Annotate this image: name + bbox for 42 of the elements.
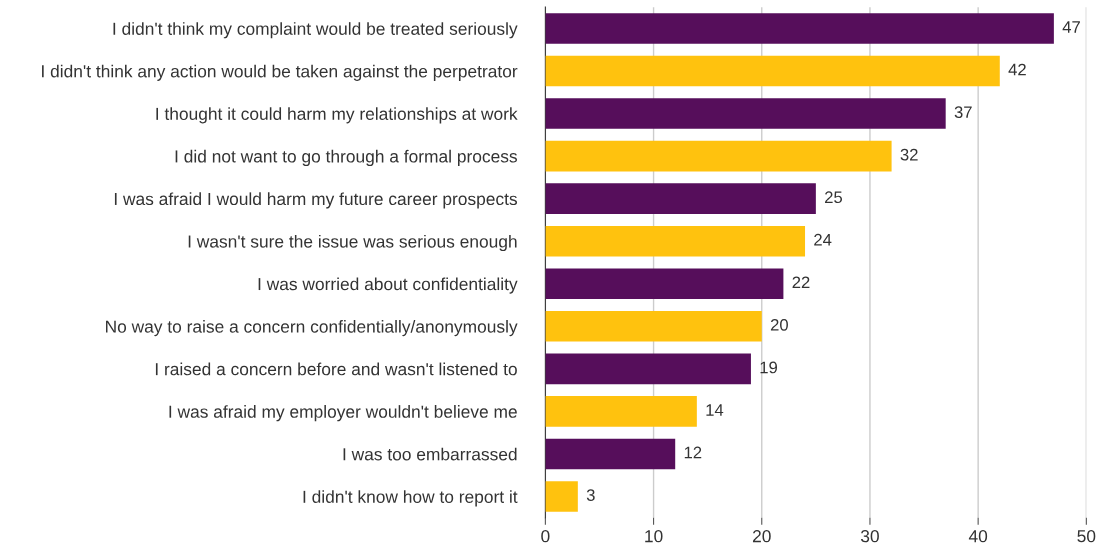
bar (545, 396, 697, 427)
data-label: 32 (900, 148, 918, 161)
y-tick-label: I did not want to go through a formal process (175, 149, 517, 166)
bar (545, 13, 1054, 44)
y-tick-label: I was too embarrassed (343, 447, 517, 461)
x-tick-label: 10 (645, 530, 663, 543)
y-tick-label: I raised a concern before and wasn't listened to (155, 362, 517, 376)
bar (545, 481, 578, 512)
data-label: 3 (586, 489, 595, 501)
y-tick-label: I was afraid my employer wouldn't believe me (169, 405, 517, 422)
data-label: 14 (706, 404, 724, 416)
bar (545, 225, 806, 257)
x-tick-label: 30 (860, 530, 879, 543)
x-tick-label: 40 (968, 530, 988, 543)
bar (545, 55, 1000, 87)
bar (545, 183, 816, 214)
x-tick-label: 20 (752, 530, 771, 543)
data-label: 25 (825, 191, 843, 204)
data-label: 47 (1062, 21, 1080, 33)
data-label: 20 (770, 318, 788, 331)
x-tick-label: 0 (541, 530, 550, 543)
bar (545, 438, 676, 470)
data-label: 22 (792, 276, 810, 289)
y-tick-label: I didn't think my complaint would be treated seriously (113, 22, 518, 39)
y-tick-label: I wasn't sure the issue was serious enough (188, 234, 517, 252)
y-tick-label: I was worried about confidentiality (258, 277, 518, 294)
y-tick-label: I didn't think any action would be taken against the perpetrator (42, 64, 518, 81)
bar (545, 310, 762, 342)
data-label: 19 (760, 361, 778, 374)
bar (545, 98, 946, 129)
y-tick-label: No way to raise a concern confidentially/anonymously (106, 320, 518, 337)
y-tick-label: I was afraid I would harm my future career prospects (114, 192, 517, 209)
x-tick-label: 50 (1077, 530, 1096, 543)
bar (545, 353, 751, 385)
data-label: 42 (1008, 63, 1026, 76)
data-label: 37 (954, 106, 972, 119)
bar (545, 268, 784, 300)
y-tick-label: I thought it could harm my relationships at work (156, 107, 518, 124)
data-label: 24 (814, 233, 832, 246)
bar (545, 140, 892, 172)
y-tick-label: I didn't know how to report it (303, 490, 518, 507)
data-label: 12 (684, 446, 702, 459)
